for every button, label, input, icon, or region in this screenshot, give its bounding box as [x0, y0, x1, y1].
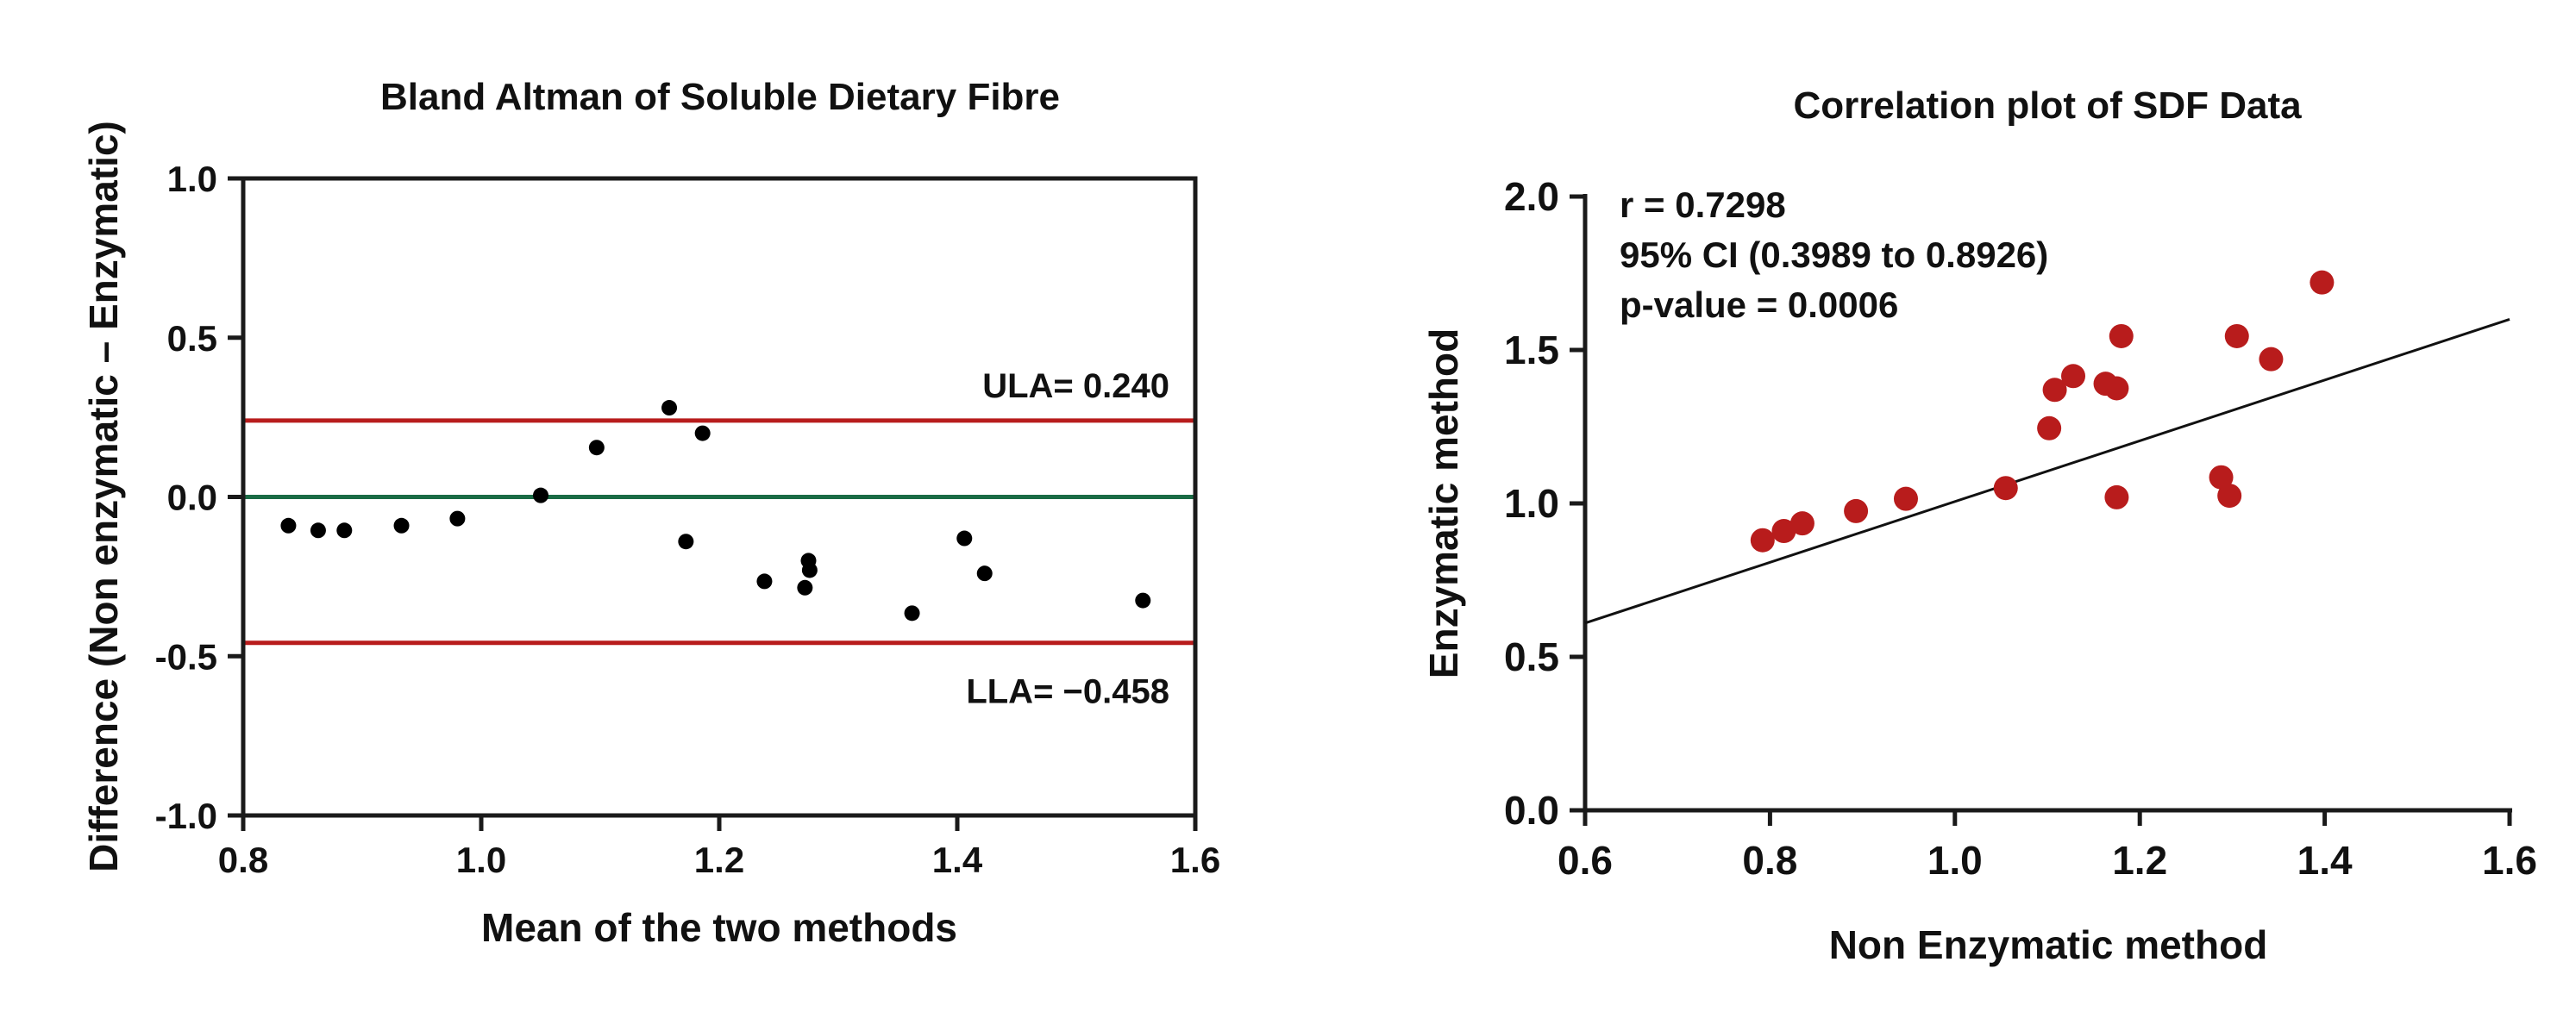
- bland-altman-point: [976, 565, 993, 582]
- correlation-point: [2224, 323, 2249, 348]
- correlation-point: [2104, 484, 2129, 509]
- correlation-point: [1789, 511, 1814, 536]
- bland-altman-y-tick-label: 1.0: [167, 159, 217, 199]
- correlation-x-tick-label: 1.6: [2482, 838, 2537, 883]
- stat-ci: 95% CI (0.3989 to 0.8926): [1620, 234, 2048, 275]
- lla-label: LLA= −0.458: [966, 673, 1169, 711]
- correlation-x-tick-label: 1.4: [2297, 838, 2353, 883]
- bland-altman-x-tick-label: 0.8: [218, 840, 268, 880]
- bland-altman-x-tick-label: 1.4: [932, 840, 983, 880]
- bland-altman-point: [393, 517, 410, 534]
- correlation-y-tick-label: 1.5: [1504, 328, 1559, 372]
- correlation-point: [1750, 528, 1775, 553]
- correlation-point: [2061, 364, 2086, 389]
- bland-altman-point: [280, 517, 297, 534]
- bland-altman-x-tick-label: 1.6: [1170, 840, 1220, 880]
- bland-altman-point: [678, 534, 694, 550]
- bland-altman-point: [956, 530, 973, 547]
- correlation-x-tick-label: 0.8: [1742, 838, 1797, 883]
- bland-altman-y-axis-label: Difference (Non enzymatic – Enzymatic): [81, 121, 126, 872]
- bland-altman-point: [533, 487, 548, 503]
- correlation-point: [2310, 270, 2335, 295]
- correlation-y-tick-label: 1.0: [1504, 481, 1559, 526]
- correlation-title: Correlation plot of SDF Data: [1793, 84, 2302, 127]
- correlation-y-tick-label: 2.0: [1504, 174, 1559, 219]
- bland-altman-point: [904, 605, 920, 622]
- correlation-point: [1893, 486, 1918, 511]
- bland-altman-point: [661, 400, 678, 416]
- correlation-point: [2209, 465, 2234, 490]
- bland-altman-point: [1135, 592, 1151, 609]
- correlation-y-axis-label: Enzymatic method: [1421, 328, 1466, 678]
- bland-altman-y-tick-label: 0.5: [167, 318, 217, 359]
- correlation-point: [2037, 415, 2062, 440]
- correlation-y-tick-label: 0.5: [1504, 634, 1559, 679]
- correlation-chart: Correlation plot of SDF Data 0.0 0.5 1.0 1.…: [1421, 84, 2537, 967]
- correlation-x-axis-label: Non Enzymatic method: [1829, 922, 2268, 967]
- bland-altman-y-tick-label: -0.5: [155, 636, 217, 677]
- bland-altman-point: [336, 522, 353, 539]
- regression-line: [1584, 317, 2510, 625]
- correlation-point: [1993, 476, 2018, 501]
- ula-label: ULA= 0.240: [982, 367, 1169, 405]
- correlation-y-tick-label: 0.0: [1504, 788, 1559, 833]
- correlation-point: [2042, 378, 2067, 403]
- stat-r: r = 0.7298: [1620, 184, 1786, 225]
- bland-altman-x-tick-label: 1.2: [694, 840, 744, 880]
- bland-altman-point: [756, 573, 773, 590]
- correlation-point: [2104, 376, 2129, 401]
- correlation-point: [2259, 347, 2284, 372]
- correlation-x-tick-label: 1.2: [2112, 838, 2167, 883]
- stat-p-value: p-value = 0.0006: [1620, 284, 1898, 325]
- bland-altman-chart: Bland Altman of Soluble Dietary Fibre UL…: [81, 76, 1220, 950]
- bland-altman-title: Bland Altman of Soluble Dietary Fibre: [380, 76, 1060, 118]
- bland-altman-x-axis-label: Mean of the two methods: [481, 905, 957, 950]
- correlation-point: [1771, 519, 1796, 544]
- bland-altman-point: [449, 510, 466, 527]
- bland-altman-y-tick-label: -1.0: [155, 796, 217, 836]
- correlation-point: [1844, 498, 1869, 523]
- bland-altman-point: [310, 522, 326, 539]
- correlation-point: [2109, 323, 2134, 348]
- bland-altman-point: [588, 440, 605, 456]
- bland-altman-point: [797, 579, 813, 596]
- bland-altman-point: [694, 425, 711, 441]
- correlation-x-tick-label: 0.6: [1558, 838, 1613, 883]
- correlation-point: [2217, 484, 2242, 509]
- bland-altman-point: [801, 562, 818, 578]
- bland-altman-x-tick-label: 1.0: [456, 840, 506, 880]
- bland-altman-y-tick-label: 0.0: [167, 478, 217, 518]
- correlation-x-tick-label: 1.0: [1927, 838, 1983, 883]
